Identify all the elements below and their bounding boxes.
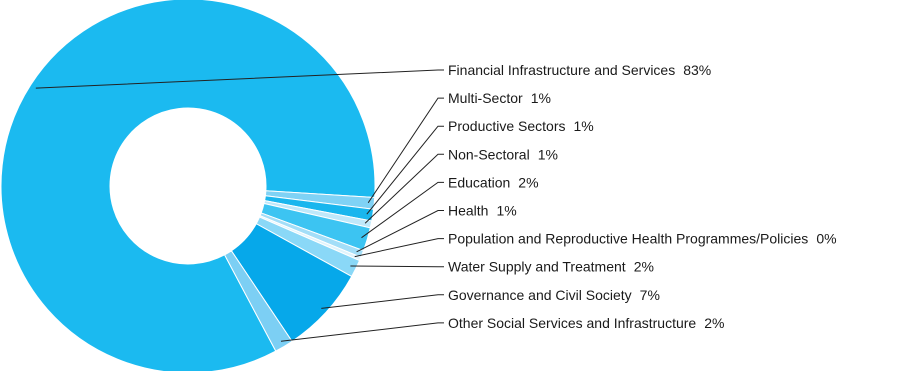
legend-value: 83%	[683, 62, 711, 78]
legend-label: Multi-Sector	[448, 90, 523, 106]
legend-value: 0%	[816, 231, 836, 247]
leader-line-other-social-services-and-infrastructure	[280, 322, 444, 342]
slice-other-social-services-and-infrastructure	[223, 250, 293, 352]
leader-line-education	[361, 181, 444, 239]
legend-item-multi-sector: Multi-Sector 1%	[448, 90, 551, 106]
legend-label: Governance and Civil Society	[448, 287, 632, 303]
leader-line-financial-infrastructure-and-services	[35, 69, 444, 89]
legend-item-education: Education 2%	[448, 174, 539, 190]
leader-line-non-sectoral	[364, 153, 444, 224]
legend-label: Financial Infrastructure and Services	[448, 62, 675, 78]
legend-item-governance-and-civil-society: Governance and Civil Society 7%	[448, 287, 660, 303]
legend-item-productive-sectors: Productive Sectors 1%	[448, 118, 594, 134]
legend-item-population-and-reproductive-health-programmes-policies: Population and Reproductive Health Progr…	[448, 231, 837, 247]
legend-label: Education	[448, 174, 510, 190]
legend-value: 2%	[634, 259, 654, 275]
donut-slices	[0, 0, 376, 371]
leader-line-population-and-reproductive-health-programmes-policies	[354, 238, 444, 258]
legend: Financial Infrastructure and Services 83%…	[448, 62, 837, 331]
legend-label: Other Social Services and Infrastructure	[448, 315, 696, 331]
legend-label: Population and Reproductive Health Progr…	[448, 231, 808, 247]
legend-value: 1%	[538, 146, 558, 162]
legend-item-water-supply-and-treatment: Water Supply and Treatment 2%	[448, 259, 654, 275]
leader-line-multi-sector	[367, 97, 444, 204]
legend-item-health: Health 1%	[448, 203, 517, 219]
leader-line-productive-sectors	[366, 125, 444, 215]
legend-value: 1%	[496, 203, 516, 219]
leader-line-governance-and-civil-society	[321, 294, 444, 309]
legend-value: 7%	[640, 287, 660, 303]
leader-lines	[35, 69, 444, 342]
legend-label: Non-Sectoral	[448, 146, 530, 162]
legend-label: Health	[448, 203, 488, 219]
slice-financial-infrastructure-and-services	[0, 0, 376, 371]
legend-item-financial-infrastructure-and-services: Financial Infrastructure and Services 83%	[448, 62, 711, 78]
legend-item-other-social-services-and-infrastructure: Other Social Services and Infrastructure…	[448, 315, 724, 331]
leader-line-water-supply-and-treatment	[350, 265, 444, 268]
legend-value: 1%	[574, 118, 594, 134]
legend-item-non-sectoral: Non-Sectoral 1%	[448, 146, 558, 162]
leader-line-health	[356, 210, 444, 253]
legend-value: 2%	[704, 315, 724, 331]
legend-label: Water Supply and Treatment	[448, 259, 626, 275]
legend-label: Productive Sectors	[448, 118, 566, 134]
legend-value: 2%	[518, 174, 538, 190]
legend-value: 1%	[531, 90, 551, 106]
